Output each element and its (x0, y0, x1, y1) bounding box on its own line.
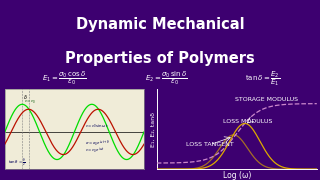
Text: Properties of Polymers: Properties of Polymers (65, 51, 255, 66)
Text: $E_2 = \dfrac{\sigma_0\,\sin\delta}{\varepsilon_0}$: $E_2 = \dfrac{\sigma_0\,\sin\delta}{\var… (145, 70, 188, 87)
Text: $E_1 = \dfrac{\sigma_0\,\cos\delta}{\varepsilon_0}$: $E_1 = \dfrac{\sigma_0\,\cos\delta}{\var… (42, 70, 86, 87)
Text: STORAGE MODULUS: STORAGE MODULUS (235, 97, 298, 102)
Text: $\varepsilon=\varepsilon_0$: $\varepsilon=\varepsilon_0$ (24, 99, 36, 106)
Text: Dynamic Mechanical: Dynamic Mechanical (76, 17, 244, 32)
Text: $\tan\delta=\frac{\delta}{2}$: $\tan\delta=\frac{\delta}{2}$ (8, 158, 25, 169)
Text: $\tan\delta = \dfrac{E_2}{E_1}$: $\tan\delta = \dfrac{E_2}{E_1}$ (245, 69, 280, 88)
Text: $\varepsilon=\varepsilon_0\sin\omega t$: $\varepsilon=\varepsilon_0\sin\omega t$ (85, 122, 109, 130)
Text: $\delta$: $\delta$ (23, 93, 28, 101)
Text: $\sigma=\sigma_0 e^{i\omega t+\delta}$: $\sigma=\sigma_0 e^{i\omega t+\delta}$ (85, 138, 110, 148)
Text: LOSS MODULUS: LOSS MODULUS (223, 119, 272, 124)
Text: $\varepsilon=\varepsilon_0 e^{i\omega t}$: $\varepsilon=\varepsilon_0 e^{i\omega t}… (85, 145, 104, 155)
Text: LOSS TANGENT: LOSS TANGENT (186, 141, 233, 147)
X-axis label: Log (ω): Log (ω) (223, 171, 251, 180)
Y-axis label: E₁, E₂, tanδ: E₁, E₂, tanδ (150, 112, 156, 147)
